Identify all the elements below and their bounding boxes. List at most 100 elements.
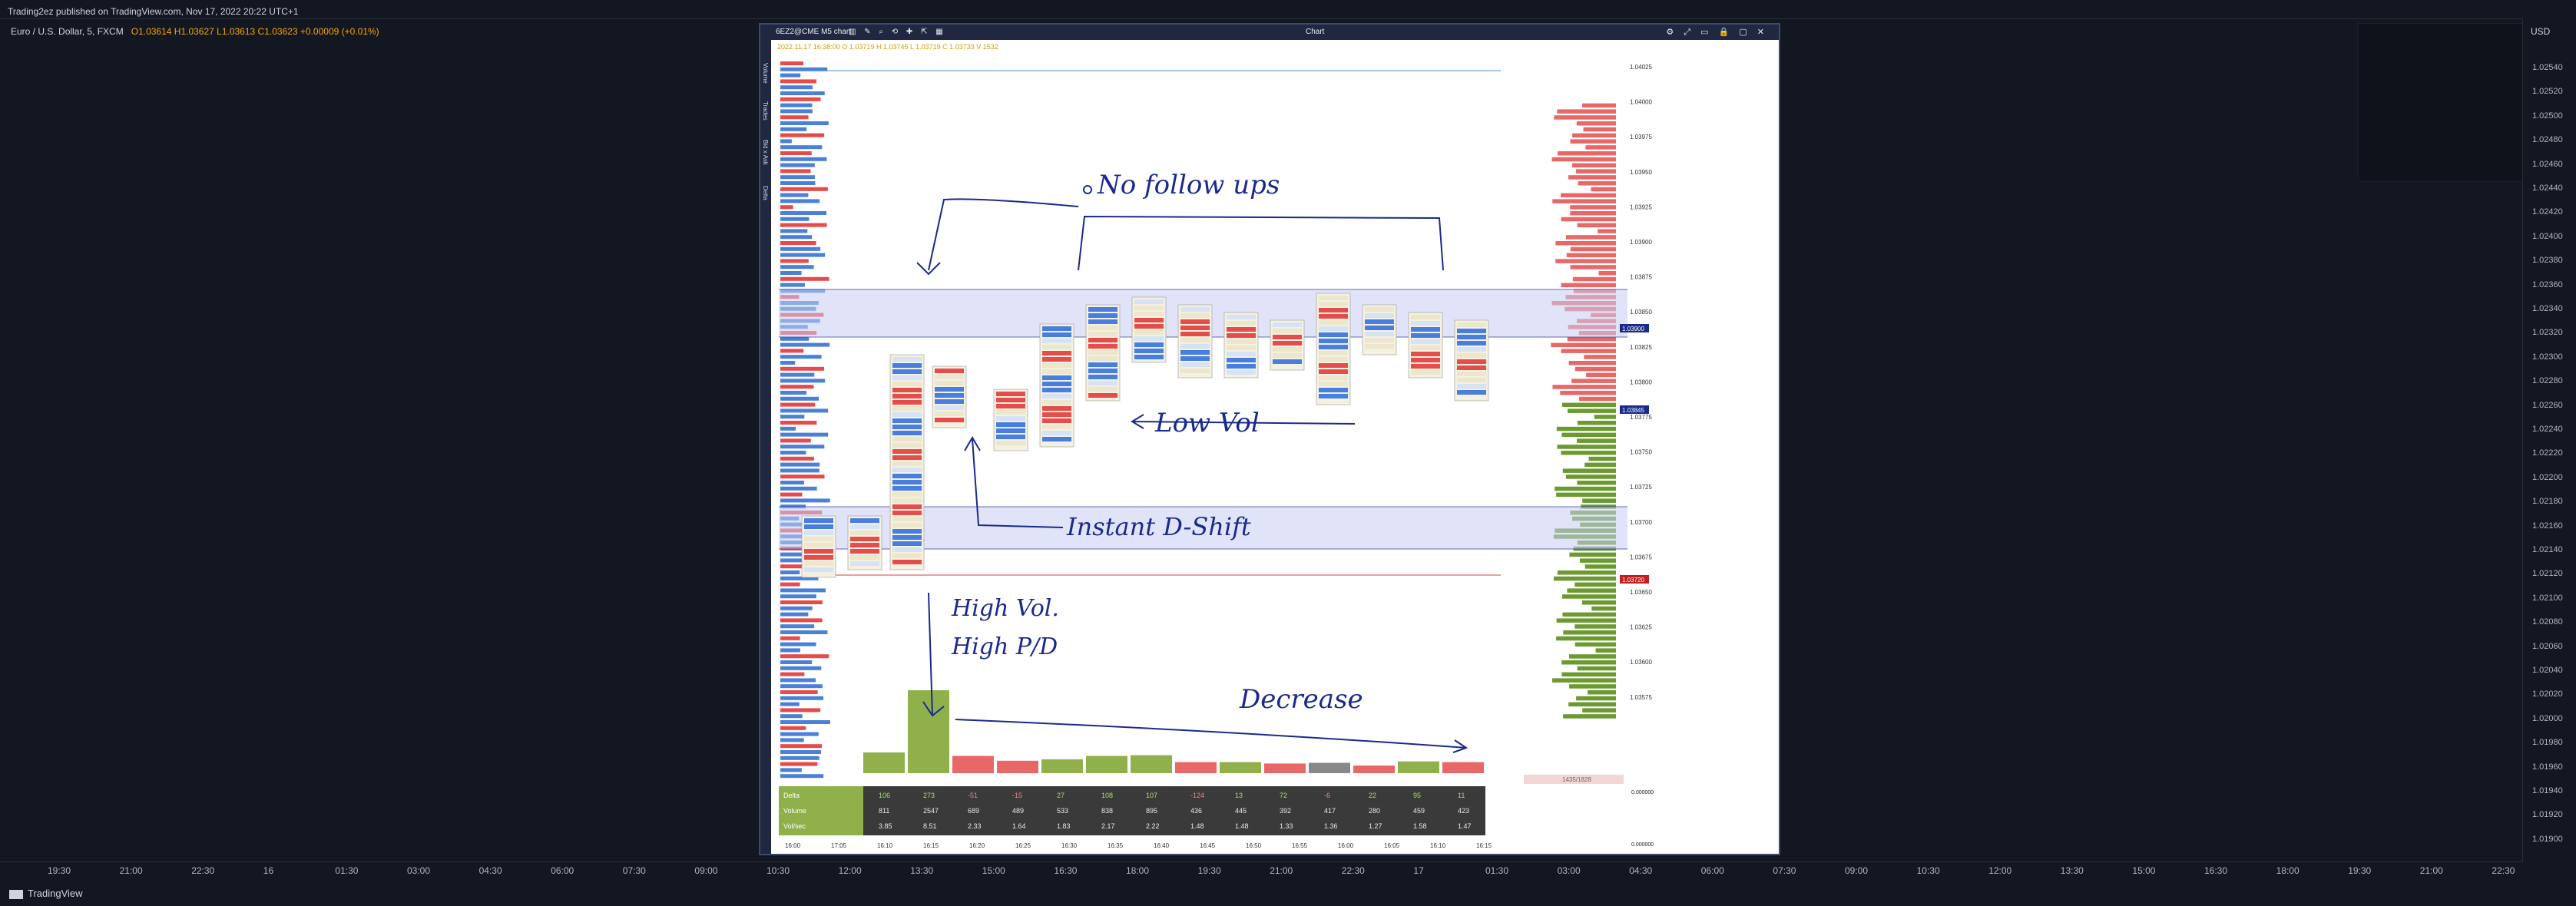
time-label: 15:00 bbox=[982, 865, 1005, 876]
window-controls[interactable]: ⚙ ⤢ ▭ 🔒 ▢ ✕ bbox=[1666, 28, 1768, 37]
footprint-cell bbox=[1319, 382, 1348, 386]
inner-price-label: 1.03900 bbox=[1630, 239, 1652, 246]
right-profile-bar bbox=[1572, 163, 1616, 168]
time-label: 21:00 bbox=[2419, 865, 2443, 876]
footprint-cell bbox=[1042, 400, 1071, 405]
tool-trades[interactable]: Trades bbox=[762, 101, 769, 121]
stats-cell: 11 bbox=[1458, 792, 1465, 799]
left-profile-bar bbox=[780, 708, 821, 713]
footprint-cell bbox=[996, 404, 1025, 408]
footprint-cell bbox=[1134, 312, 1164, 316]
right-profile-bar bbox=[1577, 481, 1616, 485]
tradingview-logo[interactable]: TradingView bbox=[9, 888, 83, 899]
footprint-cell bbox=[1273, 341, 1302, 346]
volume-bar bbox=[1309, 762, 1350, 773]
footprint-cell bbox=[935, 393, 964, 398]
footprint-cell bbox=[892, 425, 922, 429]
footprint-cell bbox=[1134, 324, 1164, 329]
price-label: 1.02320 bbox=[2532, 328, 2563, 338]
footprint-cell bbox=[1365, 344, 1394, 349]
footprint-cell bbox=[804, 524, 833, 529]
left-profile-bar bbox=[780, 115, 809, 120]
footprint-cell bbox=[892, 382, 922, 386]
time-label: 16:30 bbox=[1054, 865, 1078, 876]
price-axis[interactable]: USD 1.02540 1.02520 1.02500 1.02480 1.02460 1… bbox=[2522, 18, 2576, 861]
note-decrease: Decrease bbox=[1239, 684, 1363, 715]
footprint-cell bbox=[1042, 375, 1071, 380]
left-profile-bar bbox=[780, 445, 825, 449]
footprint-cell bbox=[892, 504, 922, 509]
footprint-cell bbox=[1319, 332, 1348, 337]
stats-cell: 22 bbox=[1369, 792, 1376, 799]
stats-cell: 1.27 bbox=[1369, 822, 1382, 830]
left-profile-bar bbox=[780, 750, 821, 754]
stats-cell: 2547 bbox=[923, 807, 939, 815]
window-symbol[interactable]: 6EZ2@CME M5 chart bbox=[776, 28, 851, 36]
footprint-cell bbox=[892, 554, 922, 558]
tool-bidask[interactable]: Bid x Ask bbox=[762, 140, 769, 165]
footprint-cell bbox=[1457, 347, 1486, 352]
left-profile-bar bbox=[780, 642, 816, 646]
chart-info-line: 2022.11.17 16:38:00 O 1.03719 H 1.03745 … bbox=[777, 43, 998, 51]
stats-cell: 417 bbox=[1324, 807, 1336, 815]
price-label: 1.02400 bbox=[2532, 231, 2563, 241]
right-profile-bar bbox=[1591, 606, 1616, 611]
footprint-cell bbox=[996, 435, 1025, 439]
footprint-cell bbox=[1457, 341, 1486, 346]
right-profile-bar bbox=[1557, 445, 1616, 449]
left-profile-bar bbox=[780, 451, 806, 455]
left-profile-bar bbox=[780, 133, 825, 137]
left-profile-bar bbox=[780, 486, 817, 491]
footprint-cell bbox=[1457, 359, 1486, 364]
window-toolbar-icons[interactable]: ▥ ✎ ⌕ ⟲ ✚ ⇱ ▦ bbox=[849, 28, 946, 36]
inner-time-label: 16:15 bbox=[1476, 842, 1492, 849]
note-high-vol: High Vol. bbox=[951, 595, 1059, 622]
footprint-cell bbox=[1088, 326, 1117, 330]
annotations: No follow ups Low Vol Instant D-Shift Hi… bbox=[916, 170, 1468, 753]
footprint-cell bbox=[892, 437, 922, 441]
right-profile-bar bbox=[1552, 385, 1616, 389]
price-label: 1.02160 bbox=[2532, 521, 2563, 531]
right-profile-bar bbox=[1584, 564, 1616, 569]
note-instant-dshift: Instant D-Shift bbox=[1066, 512, 1251, 541]
time-axis[interactable]: 19:30 21:00 22:30 16 01:30 03:00 04:30 06:00 07:… bbox=[0, 861, 2522, 879]
stats-cell: 1.58 bbox=[1413, 822, 1427, 830]
footprint-cell bbox=[1227, 370, 1256, 375]
footprint-cell bbox=[935, 418, 964, 422]
footprint-cell bbox=[850, 518, 879, 523]
inner-time-label: 16:30 bbox=[1061, 842, 1078, 849]
inner-price-label: 1.03575 bbox=[1630, 694, 1652, 701]
footprint-cell bbox=[1088, 313, 1117, 318]
footprint-cell bbox=[1042, 351, 1071, 355]
stats-cell: 27 bbox=[1057, 792, 1065, 799]
footprint-cell bbox=[892, 517, 922, 521]
zero-label-top: 0.000000 bbox=[1631, 790, 1654, 795]
left-profile-bar bbox=[780, 121, 829, 125]
price-label: 1.02540 bbox=[2532, 63, 2563, 72]
tool-delta[interactable]: Delta bbox=[762, 186, 769, 200]
tool-volume[interactable]: Volume bbox=[762, 63, 769, 84]
footprint-cell bbox=[996, 416, 1025, 421]
inner-price-label: 1.03850 bbox=[1630, 309, 1652, 316]
footprint-cell bbox=[1134, 355, 1164, 359]
footprint-cell bbox=[1319, 320, 1348, 325]
time-label: 16 bbox=[263, 865, 274, 876]
footprint-cell bbox=[996, 441, 1025, 445]
footprint-cell bbox=[1227, 352, 1256, 356]
left-profile-bar bbox=[780, 552, 820, 557]
left-profile-bar bbox=[780, 738, 804, 742]
right-profile-bar bbox=[1574, 366, 1616, 372]
left-profile-bar bbox=[780, 97, 821, 101]
right-profile-bar bbox=[1582, 103, 1616, 108]
right-profile-bar bbox=[1581, 600, 1616, 605]
footprint-cell bbox=[1457, 372, 1486, 376]
inner-price-label: 1.04025 bbox=[1630, 64, 1652, 71]
inner-time-label: 16:20 bbox=[969, 842, 985, 849]
footprint-chart[interactable]: 2022.11.17 16:38:00 O 1.03719 H 1.03745 … bbox=[771, 40, 1777, 854]
left-profile-bar bbox=[780, 151, 812, 155]
footprint-cell bbox=[892, 560, 922, 564]
time-label: 01:30 bbox=[1485, 865, 1509, 876]
right-profile-bar bbox=[1579, 558, 1616, 563]
footprint-cell bbox=[1319, 345, 1348, 349]
footprint-cell bbox=[1042, 369, 1071, 374]
